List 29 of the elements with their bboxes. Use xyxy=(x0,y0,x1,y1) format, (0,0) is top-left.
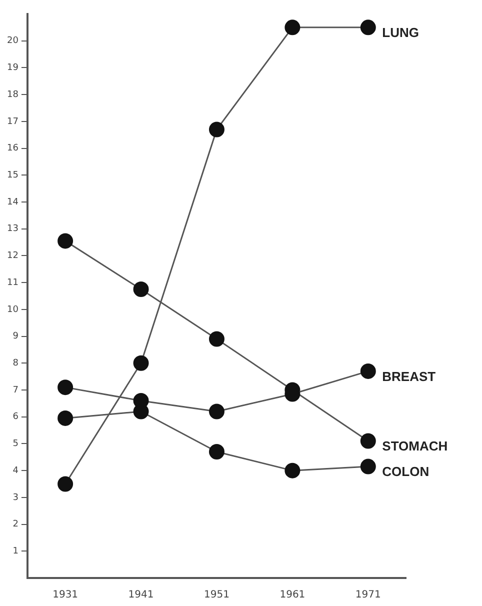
series-label: BREAST xyxy=(382,368,436,384)
y-tick-label: 4 xyxy=(12,466,19,476)
y-tick-label: 5 xyxy=(12,439,18,450)
y-tick-label: 2 xyxy=(12,520,18,530)
y-tick-label: 11 xyxy=(7,278,18,288)
y-tick-label: 14 xyxy=(7,197,19,208)
y-tick-label: 16 xyxy=(7,144,19,154)
y-tick-label: 13 xyxy=(7,224,18,234)
y-tick-label: 12 xyxy=(7,251,18,262)
y-tick-label: 19 xyxy=(7,63,19,74)
x-tick-label: 1941 xyxy=(128,590,154,601)
x-tick-label: 1961 xyxy=(280,590,306,601)
y-tick-label: 3 xyxy=(12,492,18,503)
y-tick-label: 17 xyxy=(7,116,18,127)
y-tick-label: 18 xyxy=(7,90,19,100)
y-tick-label: 8 xyxy=(12,358,19,368)
y-tick-label: 20 xyxy=(7,36,19,46)
y-tick-label: 1 xyxy=(12,546,18,556)
y-tick-label: 10 xyxy=(7,304,19,315)
x-tick-label: 1971 xyxy=(355,590,381,601)
series-label: COLON xyxy=(382,464,430,480)
series-label: STOMACH xyxy=(382,438,448,454)
x-tick-label: 1931 xyxy=(52,590,78,601)
series-label: LUNG xyxy=(382,25,419,40)
y-tick-label: 6 xyxy=(12,412,19,422)
y-tick-label: 15 xyxy=(7,170,18,180)
x-tick-label: 1951 xyxy=(204,590,230,601)
y-tick-label: 7 xyxy=(12,385,18,396)
y-tick-label: 9 xyxy=(12,332,19,342)
